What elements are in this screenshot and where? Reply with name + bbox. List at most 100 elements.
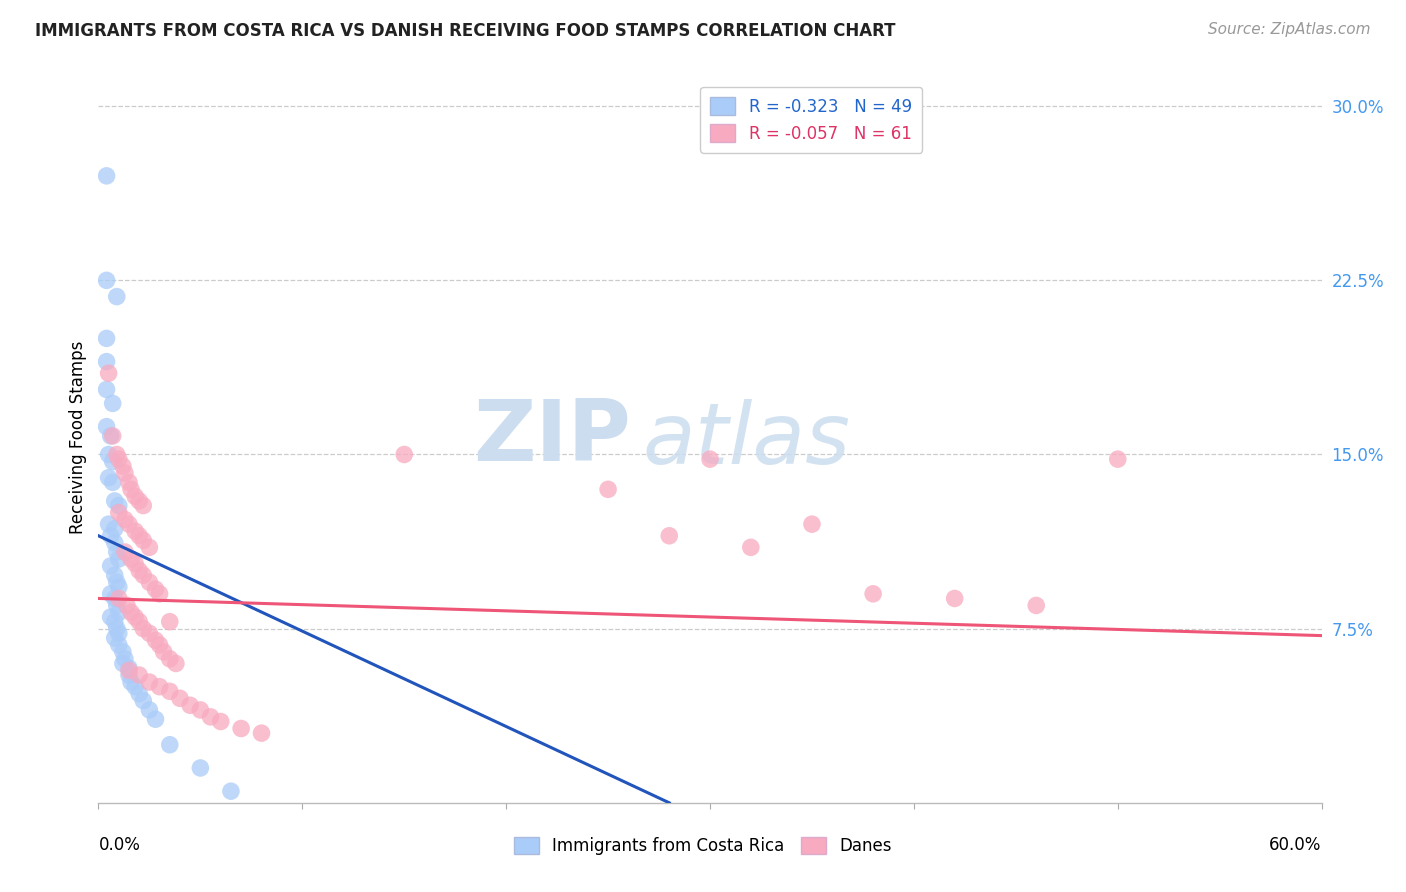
Text: ZIP: ZIP (472, 395, 630, 479)
Point (114, 652, 136, 666)
Point (219, 784, 242, 798)
Y-axis label: Receiving Food Stamps: Receiving Food Stamps (69, 341, 87, 533)
Point (801, 517, 824, 532)
Point (104, 631, 127, 645)
Point (105, 448, 128, 462)
Point (118, 517, 141, 532)
Point (120, 483, 142, 497)
Point (108, 606, 131, 620)
Point (120, 606, 142, 620)
Point (159, 652, 181, 666)
Point (231, 722, 253, 736)
Point (104, 494, 127, 508)
Point (138, 703, 160, 717)
Point (128, 529, 150, 543)
Point (108, 499, 131, 513)
Point (699, 452, 721, 467)
Point (1107, 452, 1129, 467)
Point (250, 726, 273, 740)
Point (1025, 599, 1047, 613)
Point (111, 645, 134, 659)
Point (165, 657, 187, 671)
Point (159, 615, 181, 629)
Point (200, 710, 222, 724)
Point (96, 331, 118, 345)
Legend: Immigrants from Costa Rica, Danes: Immigrants from Costa Rica, Danes (508, 830, 898, 862)
Point (114, 466, 136, 480)
Point (97, 471, 120, 485)
Point (145, 582, 167, 597)
Point (97, 517, 120, 532)
Point (100, 429, 122, 443)
Point (124, 680, 146, 694)
Point (105, 575, 128, 590)
Point (392, 448, 416, 462)
Point (145, 633, 167, 648)
Point (124, 557, 146, 571)
Point (128, 615, 150, 629)
Point (118, 475, 141, 490)
Point (108, 552, 131, 566)
Point (96, 169, 118, 183)
Point (104, 568, 127, 582)
Point (149, 680, 172, 694)
Point (128, 668, 150, 682)
Point (132, 693, 155, 707)
Point (132, 622, 155, 636)
Point (96, 383, 118, 397)
Point (128, 564, 150, 578)
Point (111, 459, 134, 474)
Point (108, 580, 131, 594)
Text: 0.0%: 0.0% (98, 836, 141, 854)
Point (188, 703, 212, 717)
Point (97, 366, 120, 380)
Point (104, 535, 127, 549)
Point (96, 273, 118, 287)
Point (159, 738, 181, 752)
Point (108, 591, 131, 606)
Point (118, 661, 141, 675)
Point (138, 541, 160, 555)
Text: IMMIGRANTS FROM COSTA RICA VS DANISH RECEIVING FOOD STAMPS CORRELATION CHART: IMMIGRANTS FROM COSTA RICA VS DANISH REC… (35, 22, 896, 40)
Point (114, 545, 136, 559)
Point (159, 684, 181, 698)
Point (104, 615, 127, 629)
Legend: R = -0.323   N = 49, R = -0.057   N = 61: R = -0.323 N = 49, R = -0.057 N = 61 (700, 87, 922, 153)
Point (105, 599, 128, 613)
Point (108, 452, 131, 467)
Point (862, 587, 884, 601)
Point (96, 354, 118, 368)
Point (105, 545, 128, 559)
Point (115, 599, 138, 613)
Point (118, 668, 141, 682)
Point (101, 454, 124, 468)
Point (100, 529, 122, 543)
Point (100, 558, 122, 573)
Point (96, 419, 118, 434)
Point (108, 638, 131, 652)
Point (132, 568, 155, 582)
Point (145, 712, 167, 726)
Point (108, 626, 131, 640)
Point (138, 626, 160, 640)
Point (100, 610, 122, 624)
Point (105, 622, 128, 636)
Point (118, 664, 141, 678)
Point (598, 483, 620, 497)
Point (105, 290, 128, 304)
Point (943, 591, 966, 606)
Point (128, 494, 150, 508)
Text: atlas: atlas (643, 400, 851, 483)
Point (658, 529, 681, 543)
Point (104, 522, 127, 536)
Point (149, 638, 172, 652)
Point (152, 645, 174, 659)
Point (132, 499, 155, 513)
Point (138, 675, 160, 690)
Point (124, 610, 146, 624)
Point (188, 761, 212, 775)
Point (209, 714, 232, 729)
Point (149, 587, 172, 601)
Point (128, 687, 150, 701)
Point (111, 657, 134, 671)
